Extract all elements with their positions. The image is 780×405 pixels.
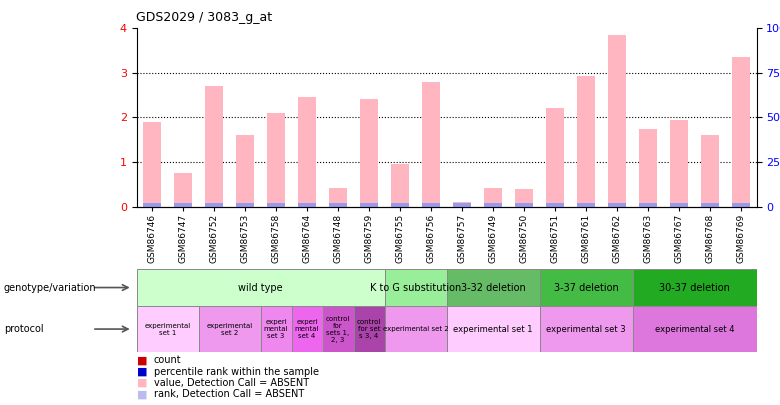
Bar: [391, 164, 410, 207]
Bar: [546, 108, 565, 207]
Bar: [540, 269, 633, 306]
Bar: [236, 135, 254, 207]
Bar: [484, 203, 502, 207]
Text: experimental set 3: experimental set 3: [546, 324, 626, 334]
Bar: [700, 203, 719, 207]
Bar: [670, 120, 689, 207]
Text: value, Detection Call = ABSENT: value, Detection Call = ABSENT: [154, 378, 309, 388]
Bar: [267, 203, 285, 207]
Bar: [576, 77, 595, 207]
Bar: [540, 306, 633, 352]
Bar: [633, 306, 757, 352]
Text: ■: ■: [136, 389, 147, 399]
Bar: [360, 99, 378, 207]
Bar: [298, 98, 317, 207]
Bar: [385, 306, 446, 352]
Text: ■: ■: [136, 378, 147, 388]
Text: count: count: [154, 355, 181, 365]
Text: wild type: wild type: [238, 283, 283, 292]
Text: experi
mental
set 4: experi mental set 4: [295, 319, 319, 339]
Text: control
for set
s 3, 4: control for set s 3, 4: [357, 319, 381, 339]
Text: protocol: protocol: [4, 324, 44, 334]
Bar: [633, 269, 757, 306]
Text: 30-37 deletion: 30-37 deletion: [659, 283, 730, 292]
Bar: [328, 203, 347, 207]
Bar: [323, 306, 353, 352]
Bar: [385, 269, 446, 306]
Bar: [204, 203, 223, 207]
Text: percentile rank within the sample: percentile rank within the sample: [154, 367, 319, 377]
Bar: [452, 202, 471, 207]
Bar: [360, 203, 378, 207]
Bar: [700, 135, 719, 207]
Bar: [576, 203, 595, 207]
Bar: [391, 203, 410, 207]
Bar: [608, 35, 626, 207]
Bar: [639, 129, 658, 207]
Text: genotype/variation: genotype/variation: [4, 283, 97, 292]
Bar: [261, 306, 292, 352]
Text: ■: ■: [136, 367, 147, 377]
Bar: [204, 86, 223, 207]
Bar: [732, 58, 750, 207]
Bar: [546, 203, 565, 207]
Text: experimental set 4: experimental set 4: [655, 324, 734, 334]
Bar: [143, 122, 161, 207]
Bar: [143, 203, 161, 207]
Text: GDS2029 / 3083_g_at: GDS2029 / 3083_g_at: [136, 11, 273, 24]
Bar: [515, 189, 534, 207]
Text: experi
mental
set 3: experi mental set 3: [264, 319, 289, 339]
Text: ■: ■: [136, 355, 147, 365]
Bar: [422, 203, 441, 207]
Bar: [484, 188, 502, 207]
Bar: [670, 203, 689, 207]
Bar: [639, 203, 658, 207]
Bar: [236, 203, 254, 207]
Text: experimental
set 1: experimental set 1: [144, 322, 190, 336]
Bar: [446, 306, 540, 352]
Bar: [136, 269, 385, 306]
Bar: [732, 203, 750, 207]
Bar: [174, 173, 193, 207]
Bar: [292, 306, 323, 352]
Text: experimental
set 2: experimental set 2: [207, 322, 253, 336]
Bar: [198, 306, 261, 352]
Text: K to G substitution: K to G substitution: [370, 283, 461, 292]
Text: control
for
sets 1,
2, 3: control for sets 1, 2, 3: [326, 315, 350, 343]
Text: 3-32 deletion: 3-32 deletion: [461, 283, 526, 292]
Text: rank, Detection Call = ABSENT: rank, Detection Call = ABSENT: [154, 389, 304, 399]
Bar: [446, 269, 540, 306]
Bar: [267, 113, 285, 207]
Bar: [422, 82, 441, 207]
Bar: [515, 203, 534, 207]
Bar: [353, 306, 385, 352]
Text: experimental set 2: experimental set 2: [383, 326, 448, 332]
Bar: [608, 203, 626, 207]
Text: 3-37 deletion: 3-37 deletion: [554, 283, 619, 292]
Bar: [452, 203, 471, 207]
Bar: [298, 203, 317, 207]
Text: experimental set 1: experimental set 1: [453, 324, 533, 334]
Bar: [174, 203, 193, 207]
Bar: [136, 306, 198, 352]
Bar: [328, 188, 347, 207]
